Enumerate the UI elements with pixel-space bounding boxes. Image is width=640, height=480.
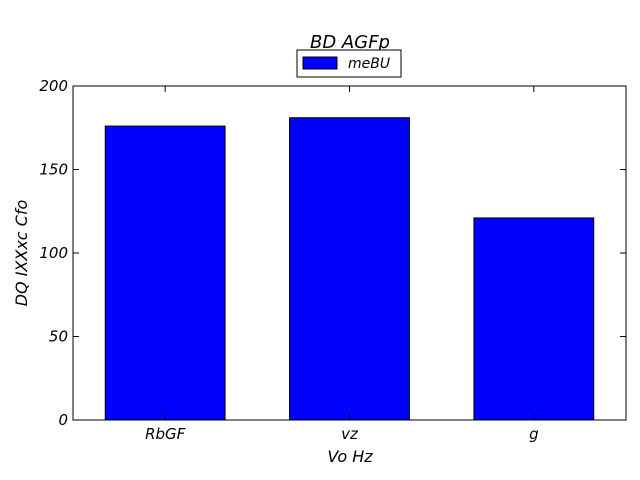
legend-label: meBU: [348, 56, 390, 72]
y-tick-label-2: 100: [39, 244, 68, 262]
y-axis-ticks: 0 50 100 150 200: [39, 77, 626, 429]
x-tick-label-2: g: [529, 425, 539, 443]
plot-frame: [72, 85, 627, 421]
y-axis-title: DQ IXXxc Cfo: [12, 200, 31, 307]
y-tick-label-4: 200: [39, 77, 68, 95]
y-tick-label-3: 150: [39, 161, 68, 179]
legend: meBU: [296, 49, 402, 78]
bar-2: [473, 217, 595, 421]
x-tick-label-1: vz: [341, 425, 359, 443]
x-tick-label-0: RbGF: [145, 425, 186, 443]
bar-0: [104, 125, 226, 421]
legend-swatch: [302, 56, 338, 70]
y-tick-label-0: 0: [58, 411, 68, 429]
x-axis-title: Vo Hz: [327, 447, 373, 466]
chart-title: BD AGFp: [310, 32, 390, 53]
bars-group: [104, 117, 595, 421]
bar-1: [289, 117, 410, 421]
y-tick-label-1: 50: [49, 328, 68, 346]
x-axis-ticks: RbGF vz g: [145, 86, 539, 443]
